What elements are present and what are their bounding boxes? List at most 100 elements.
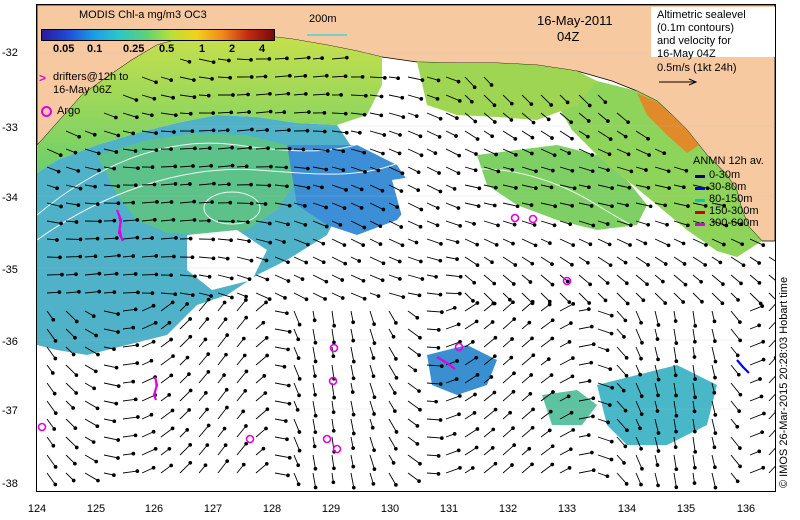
velocity-vector [502,391,514,402]
velocity-vector [445,449,459,456]
velocity-vector-head [472,85,477,90]
velocity-vector-head [399,225,404,229]
velocity-vector-head [435,206,440,210]
velocity-vector-head [74,445,79,450]
velocity-vector [635,472,642,485]
velocity-vector [616,274,628,284]
velocity-vector [350,202,362,209]
velocity-vector [559,429,574,438]
velocity-vector-head [321,241,326,246]
velocity-vector-head [420,78,425,82]
velocity-vector-head [646,185,651,190]
velocity-vector [312,364,316,377]
velocity-vector [160,165,176,168]
velocity-vector [198,165,212,168]
velocity-vector-head [550,262,554,266]
velocity-vector-head [169,273,173,278]
velocity-vector-head [324,279,329,284]
velocity-vector [388,184,402,192]
velocity-vector-head [324,73,329,78]
y-tick: -33 [2,122,18,134]
velocity-vector [635,454,643,469]
velocity-vector-head [700,299,704,304]
velocity-vector [502,338,513,348]
velocity-vector-head [231,219,235,224]
velocity-vector [369,364,374,377]
velocity-vector [46,346,56,359]
velocity-vector-head [149,358,154,363]
velocity-vector [312,472,317,488]
velocity-vector-head [133,272,138,276]
velocity-vector-head [372,412,376,416]
velocity-vector [84,148,99,154]
drifter-track [736,359,750,374]
velocity-vector-head [331,480,336,485]
velocity-vector [578,397,594,402]
velocity-vector-head [94,333,99,338]
velocity-vector-head [458,394,462,398]
drifter-track [152,376,159,401]
velocity-vector-head [381,151,385,156]
velocity-vector [293,256,307,263]
velocity-vector [103,364,117,369]
velocity-vector-head [571,428,576,432]
velocity-vector [369,400,375,415]
velocity-vector [141,255,157,258]
velocity-vector-head [209,163,214,168]
velocity-vector-head [92,132,97,137]
velocity-vector-head [211,60,216,65]
velocity-vector-head [590,169,595,174]
velocity-vector-head [663,301,668,305]
velocity-vector [445,323,459,330]
velocity-vector [122,237,138,240]
velocity-vector [749,413,765,420]
velocity-vector-head [439,436,444,440]
velocity-vector [388,166,403,174]
velocity-vector-head [351,412,356,417]
velocity-vector [445,130,457,137]
velocity-vector [445,94,460,102]
velocity-vector [84,454,97,462]
velocity-vector-head [206,423,211,428]
velocity-vector [46,472,56,485]
velocity-vector-head [305,128,310,133]
velocity-vector-head [211,111,216,115]
velocity-vector [464,148,477,155]
velocity-vector-head [246,220,250,224]
velocity-vector [369,220,381,227]
velocity-vector-head [472,280,477,285]
argo-float [37,422,47,432]
velocity-vector-head [603,298,608,303]
velocity-vector [483,238,497,246]
velocity-vector-head [713,339,717,343]
velocity-vector [768,429,775,438]
velocity-vector [217,238,232,241]
velocity-vector-head [681,241,686,246]
velocity-vector-head [230,163,235,168]
velocity-vector-head [264,335,269,340]
velocity-vector-head [312,318,317,323]
velocity-vector-head [493,407,498,412]
velocity-vector [293,166,308,169]
velocity-vector-head [623,318,628,323]
velocity-vector [179,390,191,402]
velocity-vector [84,364,97,372]
altimetry-line4: 16-May 04Z [657,48,716,60]
velocity-vector [768,256,775,262]
velocity-vector [255,147,269,150]
velocity-vector-head [640,466,644,471]
velocity-vector [141,148,157,151]
velocity-vector [236,147,251,150]
velocity-vector-head [548,409,553,414]
velocity-vector [65,166,79,172]
velocity-vector [236,238,250,242]
chl-south-patch-1 [597,365,717,445]
velocity-vector-head [52,391,57,396]
velocity-vector-head [205,317,210,321]
colorbar [41,29,275,41]
velocity-vector [635,436,642,449]
velocity-vector-head [285,184,289,189]
velocity-vector-head [96,478,100,483]
velocity-vector [692,328,696,342]
velocity-vector-head [71,478,76,483]
